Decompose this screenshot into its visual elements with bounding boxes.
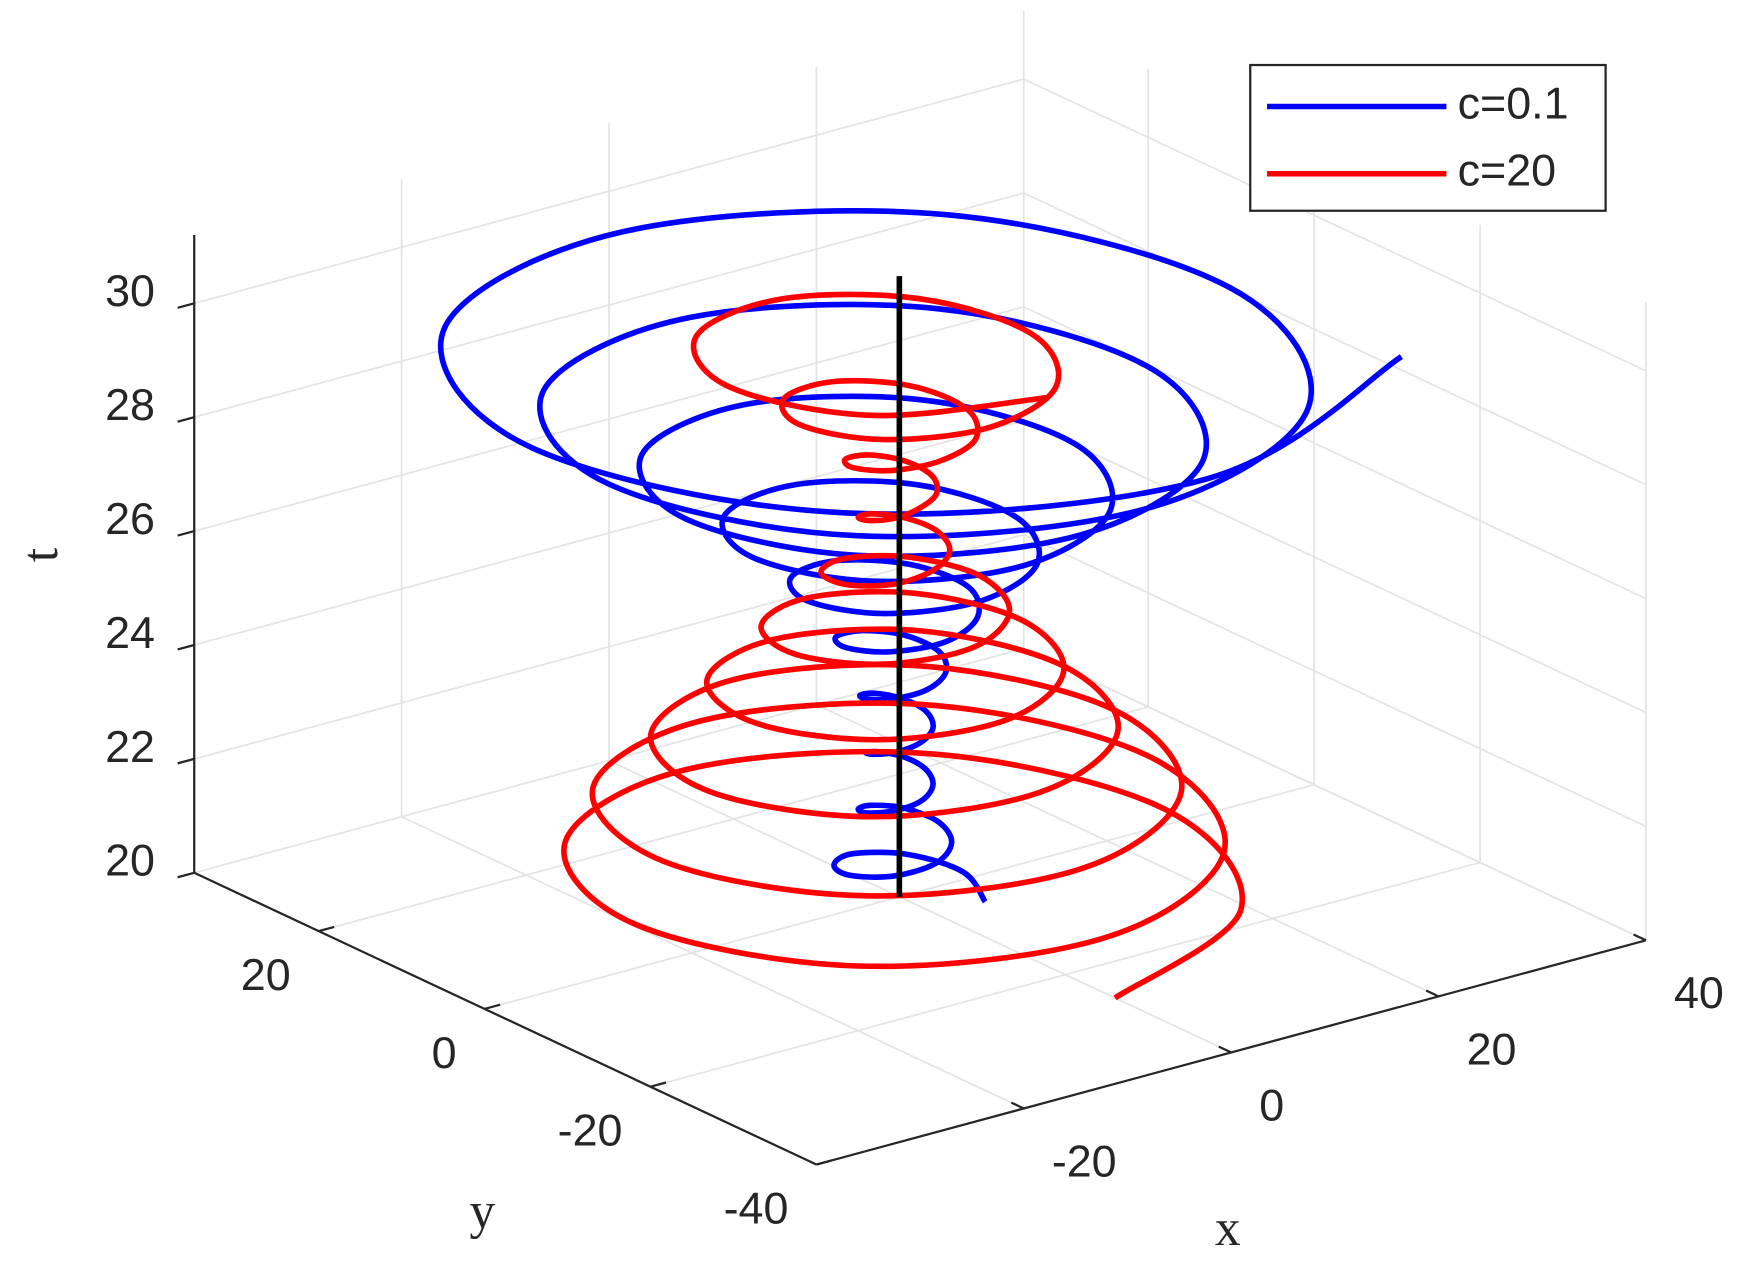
tick-mark — [177, 530, 195, 537]
legend-label: c=20 — [1458, 145, 1556, 196]
x-tick-label: 20 — [1467, 1023, 1517, 1074]
tick-mark — [650, 1081, 667, 1088]
z-tick-label: 24 — [105, 607, 155, 658]
tick-mark — [177, 416, 195, 423]
y-axis-label: y — [469, 1183, 495, 1240]
grid-line — [1023, 192, 1647, 486]
z-tick-label: 28 — [105, 379, 155, 430]
series-line — [561, 291, 1246, 1001]
grid-line — [1023, 533, 1647, 828]
tick-mark — [177, 302, 195, 309]
grid-line — [194, 647, 1025, 874]
z-axis-label: t — [12, 547, 69, 562]
x-tick-label: -20 — [1052, 1135, 1117, 1186]
grid-line — [1023, 78, 1647, 372]
grid-line — [194, 306, 1025, 532]
grid-line — [608, 759, 1232, 1054]
grid-line — [401, 815, 1025, 1110]
legend-box — [1249, 63, 1607, 212]
x-tick-label: 0 — [1259, 1079, 1284, 1130]
tick-mark — [318, 925, 335, 933]
x-axis-line — [816, 939, 1647, 1166]
y-tick-label: -40 — [724, 1182, 789, 1233]
tick-mark — [484, 1003, 501, 1011]
tick-mark — [177, 757, 195, 765]
grid-line — [650, 861, 1481, 1088]
legend-label: c=0.1 — [1458, 77, 1569, 128]
grid-line — [194, 533, 1025, 760]
tick-mark — [177, 871, 195, 879]
tick-mark — [1633, 933, 1647, 942]
grid-line — [1023, 647, 1647, 942]
y-tick-label: -20 — [558, 1105, 623, 1156]
axes: -20 0 20 40 -40 -20 0 20 20 22 24 26 28 30 — [105, 234, 1724, 1233]
tick-mark — [1218, 1045, 1232, 1054]
grid-line — [318, 706, 1149, 932]
grid-line — [1023, 420, 1647, 714]
x-axis-label: x — [1215, 1200, 1241, 1257]
z-tick-label: 20 — [105, 835, 155, 886]
y-axis-line — [193, 871, 817, 1166]
tick-mark — [816, 1159, 833, 1166]
plot-area — [437, 208, 1403, 1001]
tick-mark — [1010, 1101, 1025, 1110]
x-tick-label: 40 — [1674, 967, 1724, 1018]
z-tick-label: 26 — [105, 493, 155, 544]
grid-line — [194, 78, 1025, 305]
grid-line — [194, 192, 1025, 419]
legend: c=0.1 c=20 — [1249, 63, 1607, 212]
tick-mark — [177, 643, 195, 651]
y-tick-label: 0 — [432, 1027, 457, 1078]
tick-mark — [1425, 989, 1440, 998]
series-line — [437, 208, 1403, 904]
z-tick-label: 22 — [105, 721, 155, 772]
z-tick-label: 30 — [105, 265, 155, 316]
y-tick-label: 20 — [241, 949, 291, 1000]
